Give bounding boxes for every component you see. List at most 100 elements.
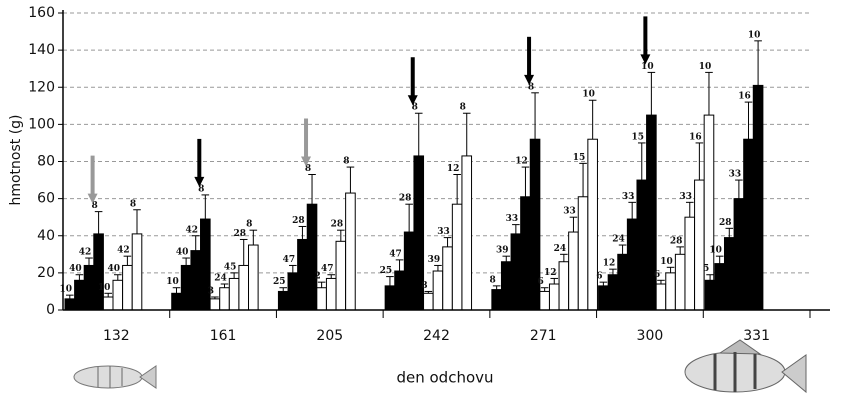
arrow-head	[87, 193, 98, 204]
n-label: 24	[612, 235, 625, 245]
bar	[607, 274, 619, 311]
n-label: 15	[573, 153, 586, 163]
n-label: 25	[380, 266, 393, 276]
bar	[665, 272, 676, 311]
n-label: 5	[703, 264, 709, 274]
y-tick-label: 0	[46, 302, 55, 318]
n-label: 40	[176, 248, 189, 258]
bar	[539, 290, 550, 311]
bar	[684, 216, 696, 311]
n-label: 6	[654, 270, 660, 280]
n-label: 33	[680, 192, 693, 202]
bar	[122, 264, 133, 311]
bar	[277, 290, 289, 311]
n-label: 42	[185, 225, 198, 235]
bar	[520, 196, 531, 311]
bar	[568, 231, 579, 311]
bar	[704, 279, 716, 311]
n-label: 47	[321, 264, 334, 274]
n-label: 3	[208, 287, 214, 297]
n-label: 10	[660, 257, 673, 267]
bar	[423, 292, 434, 311]
n-label: 10	[98, 283, 111, 293]
bar	[180, 264, 192, 311]
bar	[723, 237, 735, 311]
bar	[248, 244, 259, 311]
n-label: 10	[582, 90, 595, 100]
y-tick-label: 100	[28, 116, 55, 132]
bar	[636, 179, 648, 311]
bar	[297, 238, 308, 311]
n-label: 33	[622, 192, 635, 202]
bar	[432, 270, 444, 311]
n-label: 15	[632, 132, 645, 142]
n-label: 28	[399, 194, 412, 204]
bar	[743, 138, 754, 311]
n-label: 47	[389, 249, 402, 259]
arrow-head	[407, 95, 418, 106]
n-label: 12	[544, 268, 557, 278]
bar	[171, 292, 182, 311]
y-tick-label: 80	[37, 154, 55, 170]
bar	[83, 264, 95, 311]
bar	[752, 84, 764, 311]
n-label: 33	[506, 214, 519, 224]
bar	[102, 296, 114, 311]
n-label: 42	[79, 248, 92, 258]
n-label: 45	[224, 262, 237, 272]
bar	[646, 114, 657, 311]
n-label: 40	[108, 264, 121, 274]
n-label: 8	[305, 164, 311, 174]
bar	[491, 289, 502, 311]
x-tick-label: 132	[103, 328, 130, 344]
bar	[548, 283, 560, 311]
n-label: 40	[69, 264, 82, 274]
n-label: 8	[246, 220, 252, 230]
bar	[228, 277, 240, 311]
n-label: 8	[198, 184, 204, 194]
bar	[451, 203, 463, 311]
n-label: 12	[447, 164, 460, 174]
n-label: 25	[273, 277, 286, 287]
x-tick-label: 205	[316, 328, 343, 344]
y-tick-label: 140	[28, 42, 55, 58]
n-label: 6	[538, 277, 544, 287]
bar	[238, 264, 250, 311]
bar	[93, 233, 104, 311]
n-label: 10	[748, 30, 761, 40]
y-tick-label: 120	[28, 79, 55, 95]
bar	[577, 196, 589, 311]
n-label: 8	[343, 157, 349, 167]
n-label: 47	[283, 255, 296, 265]
n-label: 8	[130, 199, 136, 209]
bar	[558, 261, 570, 311]
n-label: 33	[437, 227, 450, 237]
bar	[733, 198, 745, 311]
bar	[306, 203, 318, 311]
x-axis-label: den odchovu	[396, 369, 493, 387]
bar	[219, 287, 230, 311]
arrow-head	[640, 54, 651, 65]
bar	[394, 270, 405, 311]
bar	[74, 279, 85, 311]
n-label: 42	[117, 246, 130, 256]
arrow-head	[194, 176, 205, 187]
n-label: 12	[603, 259, 616, 269]
bar	[335, 240, 347, 311]
arrow-head	[524, 74, 535, 85]
n-label: 10	[709, 246, 722, 256]
bar	[112, 279, 124, 311]
bar	[617, 253, 628, 311]
x-tick-label: 161	[210, 328, 237, 344]
bar	[510, 233, 522, 311]
n-label: 16	[689, 132, 702, 142]
x-tick-label: 331	[743, 328, 770, 344]
n-label: 28	[719, 218, 732, 228]
n-label: 12	[515, 157, 528, 167]
bar	[209, 298, 221, 311]
bar	[626, 218, 638, 311]
bar	[500, 261, 512, 311]
n-label: 8	[412, 103, 418, 113]
